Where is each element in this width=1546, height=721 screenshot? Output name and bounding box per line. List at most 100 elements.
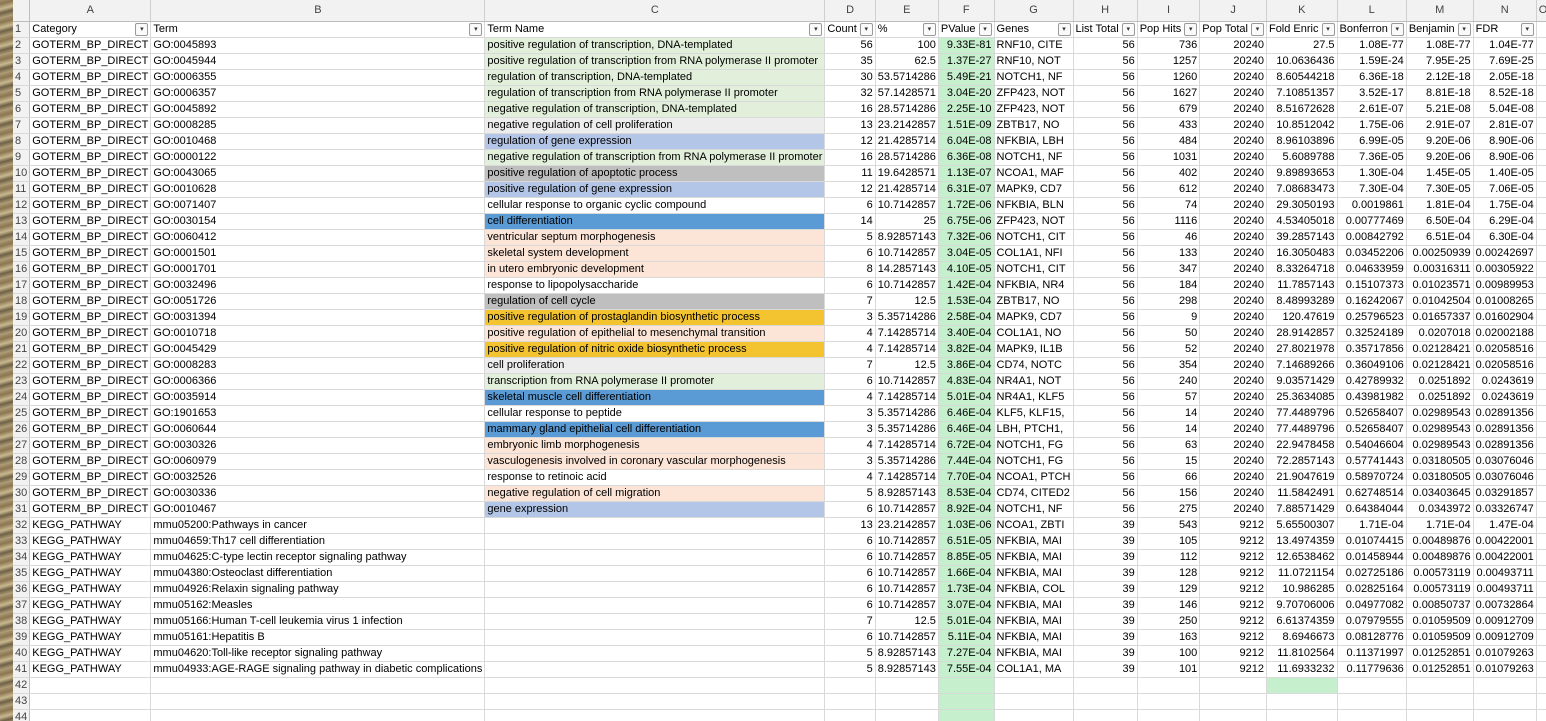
- cell-pct[interactable]: 8.92857143: [875, 661, 939, 678]
- filter-dropdown-icon[interactable]: ▾: [1250, 23, 1264, 36]
- cell-ph[interactable]: 250: [1137, 613, 1201, 630]
- cell-pv[interactable]: 1.73E-04: [938, 581, 995, 598]
- empty-cell[interactable]: [1536, 165, 1546, 182]
- cell-bon[interactable]: 1.75E-06: [1337, 117, 1407, 134]
- empty-cell[interactable]: [1473, 709, 1537, 721]
- header-cell[interactable]: Fold Enric ▾: [1266, 21, 1338, 38]
- cell-term[interactable]: GO:0006355: [150, 69, 486, 86]
- cell-cat[interactable]: GOTERM_BP_DIRECT: [29, 485, 152, 502]
- cell-term[interactable]: GO:0060644: [150, 421, 486, 438]
- cell-cat[interactable]: GOTERM_BP_DIRECT: [29, 469, 152, 486]
- cell-pt[interactable]: 9212: [1199, 581, 1267, 598]
- cell-pt[interactable]: 20240: [1199, 277, 1267, 294]
- row-number[interactable]: 22: [13, 357, 31, 374]
- cell-term[interactable]: mmu04620:Toll-like receptor signaling pa…: [150, 645, 486, 662]
- cell-genes[interactable]: NCOA1, PTCH: [994, 469, 1074, 486]
- column-header-a[interactable]: A: [29, 0, 152, 22]
- cell-genes[interactable]: NOTCH1, FG: [994, 453, 1074, 470]
- empty-cell[interactable]: [1266, 709, 1338, 721]
- empty-cell[interactable]: [1337, 677, 1407, 694]
- cell-count[interactable]: 56: [824, 37, 876, 54]
- cell-pct[interactable]: 19.6428571: [875, 165, 939, 182]
- cell-cat[interactable]: GOTERM_BP_DIRECT: [29, 373, 152, 390]
- cell-fdr[interactable]: 7.69E-25: [1473, 53, 1537, 70]
- empty-cell[interactable]: [29, 677, 152, 694]
- cell-pt[interactable]: 20240: [1199, 181, 1267, 198]
- cell-fdr[interactable]: 0.02891356: [1473, 437, 1537, 454]
- filter-dropdown-icon[interactable]: ▾: [1390, 23, 1404, 36]
- header-cell[interactable]: PValue ▾: [938, 21, 995, 38]
- cell-pt[interactable]: 20240: [1199, 309, 1267, 326]
- cell-pv[interactable]: 7.32E-06: [938, 229, 995, 246]
- empty-cell[interactable]: [875, 677, 939, 694]
- row-number[interactable]: 15: [13, 245, 31, 262]
- cell-cat[interactable]: GOTERM_BP_DIRECT: [29, 341, 152, 358]
- cell-pv[interactable]: 5.11E-04: [938, 629, 995, 646]
- cell-pct[interactable]: 7.14285714: [875, 325, 939, 342]
- cell-term[interactable]: GO:0010467: [150, 501, 486, 518]
- cell-ph[interactable]: 184: [1137, 277, 1201, 294]
- cell-fe[interactable]: 9.89893653: [1266, 165, 1338, 182]
- cell-lt[interactable]: 56: [1073, 469, 1138, 486]
- cell-genes[interactable]: NCOA1, ZBTI: [994, 517, 1074, 534]
- cell-count[interactable]: 3: [824, 405, 876, 422]
- cell-fe[interactable]: 16.3050483: [1266, 245, 1338, 262]
- cell-fe[interactable]: 28.9142857: [1266, 325, 1338, 342]
- cell-genes[interactable]: MAPK9, CD7: [994, 309, 1074, 326]
- cell-name[interactable]: positive regulation of transcription, DN…: [484, 37, 826, 54]
- cell-ben[interactable]: 0.01023571: [1406, 277, 1474, 294]
- empty-cell[interactable]: [938, 677, 995, 694]
- cell-fdr[interactable]: 0.01079263: [1473, 645, 1537, 662]
- cell-ph[interactable]: 1627: [1137, 85, 1201, 102]
- cell-pv[interactable]: 6.46E-04: [938, 421, 995, 438]
- cell-fdr[interactable]: 8.90E-06: [1473, 133, 1537, 150]
- empty-cell[interactable]: [150, 693, 486, 710]
- cell-term[interactable]: mmu05166:Human T-cell leukemia virus 1 i…: [150, 613, 486, 630]
- cell-pv[interactable]: 3.04E-05: [938, 245, 995, 262]
- cell-ben[interactable]: 7.30E-05: [1406, 181, 1474, 198]
- cell-term[interactable]: GO:1901653: [150, 405, 486, 422]
- cell-count[interactable]: 6: [824, 277, 876, 294]
- cell-lt[interactable]: 56: [1073, 197, 1138, 214]
- cell-bon[interactable]: 0.11779636: [1337, 661, 1407, 678]
- cell-count[interactable]: 35: [824, 53, 876, 70]
- cell-bon[interactable]: 7.36E-05: [1337, 149, 1407, 166]
- cell-bon[interactable]: 2.61E-07: [1337, 101, 1407, 118]
- cell-lt[interactable]: 39: [1073, 597, 1138, 614]
- cell-ben[interactable]: 0.00573119: [1406, 581, 1474, 598]
- cell-genes[interactable]: NOTCH1, CIT: [994, 261, 1074, 278]
- cell-ben[interactable]: 2.91E-07: [1406, 117, 1474, 134]
- header-cell[interactable]: Term ▾: [150, 21, 486, 38]
- cell-ph[interactable]: 101: [1137, 661, 1201, 678]
- empty-cell[interactable]: [824, 677, 876, 694]
- empty-cell[interactable]: [994, 693, 1074, 710]
- cell-bon[interactable]: 6.99E-05: [1337, 133, 1407, 150]
- cell-pv[interactable]: 2.25E-10: [938, 101, 995, 118]
- cell-fe[interactable]: 11.8102564: [1266, 645, 1338, 662]
- cell-ph[interactable]: 240: [1137, 373, 1201, 390]
- cell-term[interactable]: GO:0071407: [150, 197, 486, 214]
- cell-name[interactable]: [484, 661, 826, 678]
- cell-count[interactable]: 8: [824, 261, 876, 278]
- empty-cell[interactable]: [1536, 181, 1546, 198]
- row-number[interactable]: 18: [13, 293, 31, 310]
- cell-pct[interactable]: 25: [875, 213, 939, 230]
- cell-bon[interactable]: 3.52E-17: [1337, 85, 1407, 102]
- cell-pct[interactable]: 10.7142857: [875, 245, 939, 262]
- cell-pct[interactable]: 28.5714286: [875, 149, 939, 166]
- cell-pv[interactable]: 1.51E-09: [938, 117, 995, 134]
- cell-name[interactable]: regulation of transcription, DNA-templat…: [484, 69, 826, 86]
- cell-lt[interactable]: 56: [1073, 485, 1138, 502]
- row-number[interactable]: 9: [13, 149, 31, 166]
- empty-cell[interactable]: [1536, 69, 1546, 86]
- cell-count[interactable]: 32: [824, 85, 876, 102]
- column-header-n[interactable]: N: [1473, 0, 1537, 22]
- cell-name[interactable]: [484, 533, 826, 550]
- cell-count[interactable]: 11: [824, 165, 876, 182]
- empty-cell[interactable]: [1536, 373, 1546, 390]
- cell-name[interactable]: response to retinoic acid: [484, 469, 826, 486]
- cell-bon[interactable]: 1.30E-04: [1337, 165, 1407, 182]
- cell-pct[interactable]: 12.5: [875, 613, 939, 630]
- empty-cell[interactable]: [1199, 709, 1267, 721]
- cell-genes[interactable]: NFKBIA, MAI: [994, 645, 1074, 662]
